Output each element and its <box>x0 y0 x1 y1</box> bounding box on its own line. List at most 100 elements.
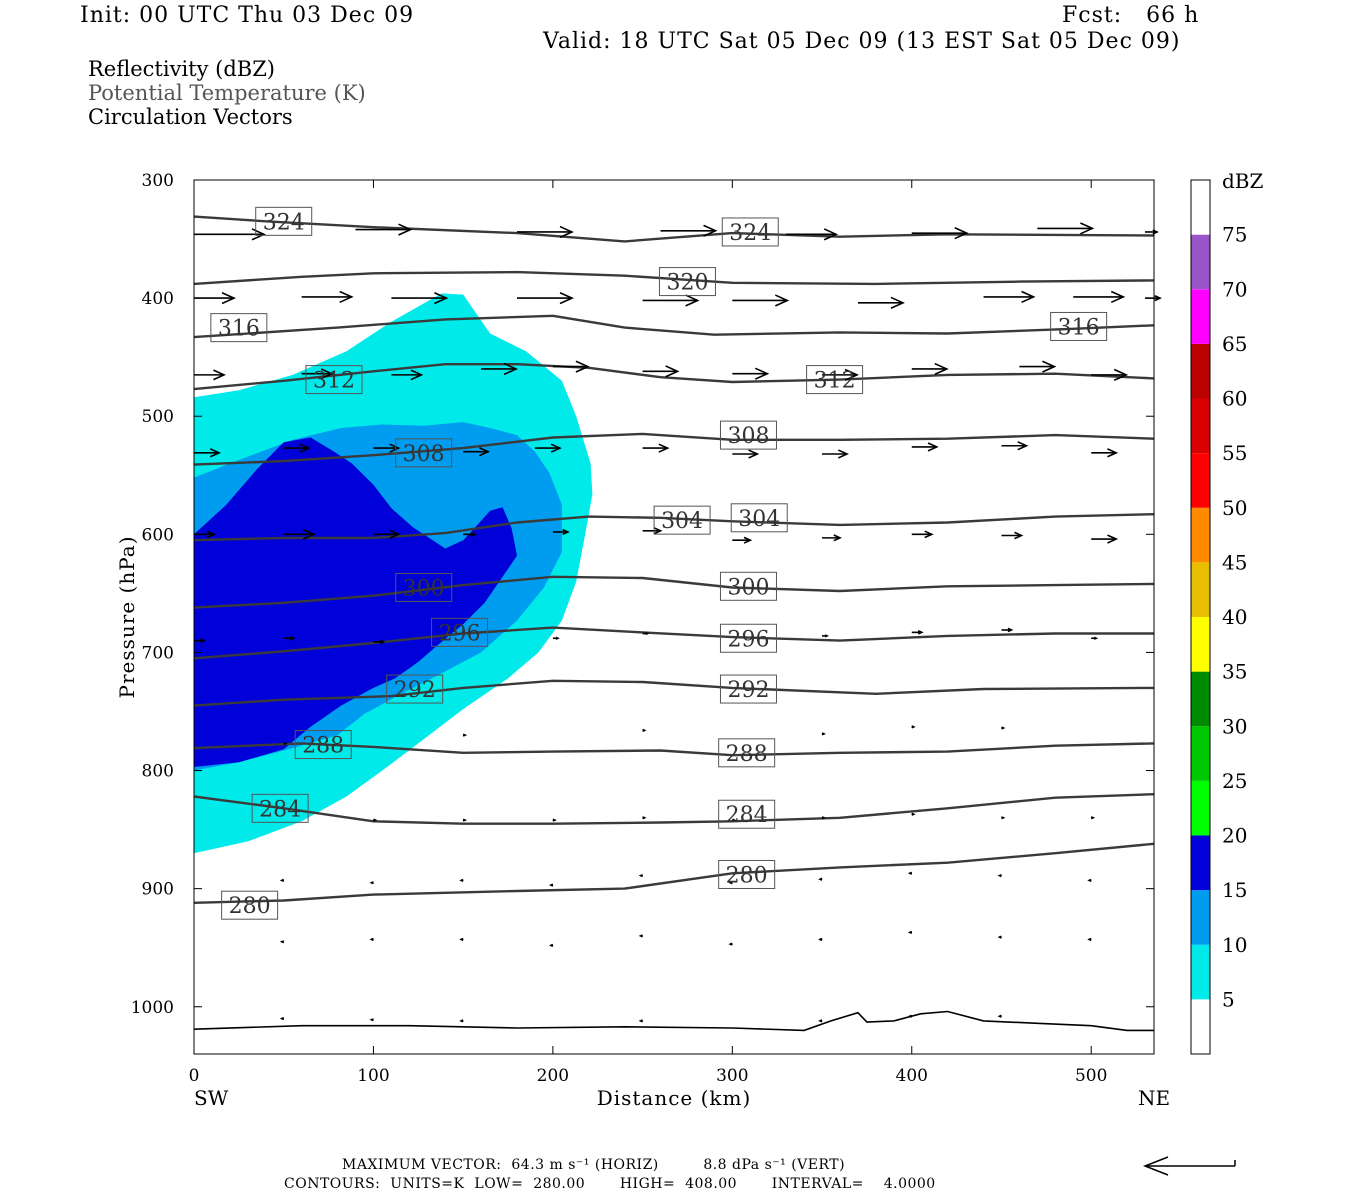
wind-vector <box>642 527 663 535</box>
theta-contour-280 <box>193 842 1155 904</box>
wind-vector <box>907 1014 913 1018</box>
wind-vector <box>911 442 939 452</box>
wind-vector <box>1073 290 1126 304</box>
wind-vector <box>459 937 464 942</box>
svg-text:280: 280 <box>726 863 768 888</box>
wind-vector <box>997 1014 1002 1018</box>
plot-frame <box>193 179 1155 1055</box>
colorbar-swatch <box>1191 671 1210 727</box>
wind-vector <box>642 816 647 820</box>
colorbar-level-label: 65 <box>1222 332 1247 356</box>
colorbar-level-label: 60 <box>1222 387 1247 411</box>
wind-vector <box>516 291 574 305</box>
wind-vector <box>732 367 770 380</box>
theta-contour-292 <box>193 679 1155 707</box>
x-tick-label: 300 <box>716 1066 748 1086</box>
wind-vector <box>732 294 790 307</box>
wind-vector <box>822 534 842 542</box>
wind-vector <box>369 1018 374 1022</box>
wind-vector <box>1087 937 1092 942</box>
svg-text:288: 288 <box>302 734 344 759</box>
colorbar-level-label: 10 <box>1222 933 1247 957</box>
wind-vector <box>821 816 826 820</box>
wind-vector <box>194 369 226 381</box>
contour-label: 300 <box>719 571 777 601</box>
colorbar-level-label: 50 <box>1222 496 1247 520</box>
wind-vector <box>1037 222 1095 235</box>
colorbar-swatch <box>1191 562 1210 617</box>
wind-vector <box>1001 531 1024 540</box>
contour-label: 304 <box>653 505 711 535</box>
wind-vector <box>373 443 401 453</box>
wind-vector <box>279 1016 285 1021</box>
wind-vector <box>369 937 374 942</box>
contour-label: 284 <box>251 793 309 823</box>
svg-text:300: 300 <box>403 576 445 601</box>
wind-vector <box>459 878 464 883</box>
colorbar-swatch <box>1191 999 1210 1054</box>
y-tick-label: 500 <box>142 407 174 427</box>
colorbar-swatch <box>1191 944 1210 1000</box>
contour-label: 320 <box>658 267 716 297</box>
colorbar-swatch <box>1191 453 1210 508</box>
legend-reflectivity: Reflectivity (dBZ) <box>88 57 276 81</box>
wind-vector <box>283 635 296 641</box>
wind-vector <box>279 940 285 944</box>
wind-vector <box>373 529 401 539</box>
wind-vector <box>732 449 760 459</box>
wind-vector <box>732 536 753 544</box>
y-tick-label: 400 <box>142 289 174 309</box>
contour-label: 280 <box>221 890 279 920</box>
contour-label: 304 <box>730 503 788 533</box>
wind-vector <box>728 942 733 946</box>
wind-vector <box>283 528 316 540</box>
wind-vector <box>552 818 557 822</box>
wind-vector <box>857 296 905 309</box>
wind-vector <box>822 368 859 382</box>
svg-text:288: 288 <box>726 742 768 767</box>
wind-vector <box>822 449 849 459</box>
wind-vector <box>911 227 969 240</box>
wind-vector <box>283 443 311 453</box>
wind-vector <box>786 228 839 241</box>
legend-potential-temperature: Potential Temperature (K) <box>88 81 366 105</box>
forecast-hour-label: Fcst: 66 h <box>1062 3 1200 28</box>
wind-vector <box>552 636 560 640</box>
wind-vector <box>818 1019 823 1023</box>
wind-vector <box>534 443 562 453</box>
wind-vector <box>283 741 288 746</box>
contour-label: 312 <box>806 365 864 395</box>
x-tick-label: 0 <box>189 1066 200 1086</box>
wind-vector <box>907 930 913 934</box>
colorbar-swatch <box>1191 780 1210 836</box>
wind-vector <box>1001 726 1006 730</box>
wind-vector <box>1091 636 1099 640</box>
svg-text:324: 324 <box>263 210 305 235</box>
x-tick-label: 200 <box>537 1066 569 1086</box>
wind-vector <box>355 223 413 236</box>
y-tick-label: 300 <box>142 171 174 191</box>
wind-vector-layer <box>194 222 1162 1023</box>
wind-vector <box>1087 878 1092 883</box>
theta-contour-316 <box>193 314 1155 339</box>
svg-text:320: 320 <box>666 271 708 296</box>
wind-vector <box>194 228 266 241</box>
y-tick-label: 900 <box>142 880 174 900</box>
contour-label: 316 <box>210 313 268 343</box>
wind-vector <box>638 934 643 938</box>
svg-text:312: 312 <box>313 369 355 394</box>
wind-vector <box>642 294 700 307</box>
svg-text:308: 308 <box>727 424 769 449</box>
svg-text:312: 312 <box>814 369 856 394</box>
wind-vector <box>462 733 468 737</box>
svg-text:308: 308 <box>403 442 445 467</box>
colorbar-level-label: 15 <box>1222 878 1247 902</box>
svg-text:296: 296 <box>727 627 769 652</box>
colorbar-swatch <box>1191 890 1210 945</box>
colorbar-swatch <box>1191 726 1210 781</box>
svg-text:316: 316 <box>1058 315 1100 340</box>
wind-vector <box>1091 448 1119 458</box>
contour-label: 284 <box>718 799 776 829</box>
y-tick-label: 700 <box>142 643 174 663</box>
